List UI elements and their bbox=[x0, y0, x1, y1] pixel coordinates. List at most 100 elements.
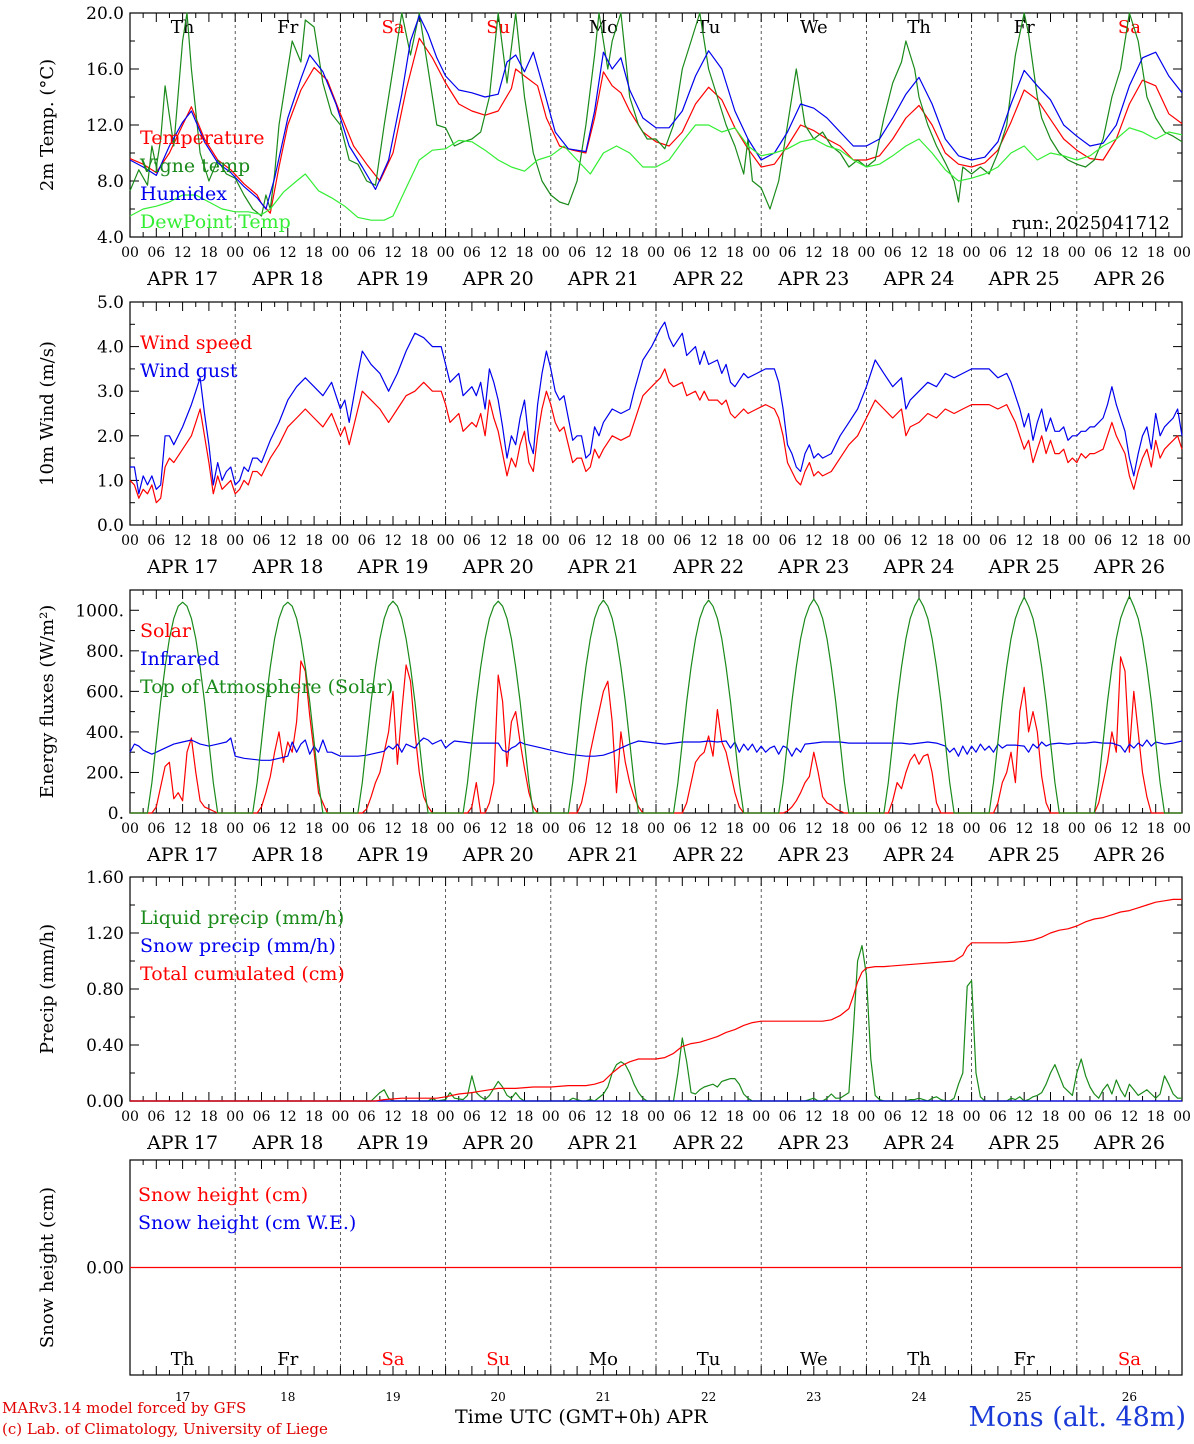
hour-tick-label: 00 bbox=[437, 1109, 455, 1125]
hour-tick-label: 18 bbox=[410, 821, 428, 837]
hour-tick-label: 06 bbox=[147, 1109, 165, 1125]
hour-tick-label: 06 bbox=[463, 821, 481, 837]
date-label: APR 21 bbox=[567, 1132, 639, 1154]
hour-tick-label: 00 bbox=[752, 821, 770, 837]
y-tick-label: 400. bbox=[86, 723, 124, 743]
date-label: APR 22 bbox=[672, 556, 744, 578]
run-label: run: 2025041712 bbox=[1012, 213, 1170, 234]
hour-tick-label: 18 bbox=[936, 821, 954, 837]
date-label: APR 18 bbox=[251, 1132, 323, 1154]
series-line-solar bbox=[130, 656, 1182, 814]
hour-tick-label: 18 bbox=[305, 821, 323, 837]
hour-tick-label: 06 bbox=[463, 1109, 481, 1125]
lab-credit: (c) Lab. of Climatology, University of L… bbox=[2, 1420, 328, 1438]
hour-tick-label: 18 bbox=[936, 245, 954, 261]
y-tick-label: 1000. bbox=[75, 601, 124, 621]
panel-3: 0. 200. 400. 600. 800. 1000. Energy fluxes (W/… bbox=[37, 589, 1191, 866]
hour-tick-label: 12 bbox=[279, 533, 297, 549]
hour-tick-label: 18 bbox=[305, 245, 323, 261]
hour-tick-label: 12 bbox=[910, 533, 928, 549]
panel-2: 0.0 1.0 2.0 3.0 4.0 5.0 10m Wind (m/s) 00 06 12 18… bbox=[37, 293, 1191, 578]
hour-tick-label: 00 bbox=[857, 533, 875, 549]
weekday-label: Th bbox=[171, 17, 195, 38]
hour-tick-label: 12 bbox=[910, 821, 928, 837]
weekday-label: Su bbox=[486, 17, 510, 38]
hour-tick-label: 00 bbox=[331, 1109, 349, 1125]
hour-tick-label: 00 bbox=[542, 821, 560, 837]
hour-tick-label: 18 bbox=[936, 1109, 954, 1125]
date-label: APR 25 bbox=[988, 1132, 1060, 1154]
hour-tick-label: 18 bbox=[516, 533, 534, 549]
hour-tick-label: 00 bbox=[1068, 245, 1086, 261]
y-tick-label: 200. bbox=[86, 763, 124, 783]
hour-tick-label: 18 bbox=[1147, 533, 1165, 549]
hour-tick-label: 18 bbox=[200, 533, 218, 549]
weekday-label: Th bbox=[907, 17, 931, 38]
hour-tick-label: 00 bbox=[752, 1109, 770, 1125]
y-tick-label: 16.0 bbox=[86, 60, 124, 80]
weekday-label: We bbox=[800, 17, 828, 38]
y-axis-label: 2m Temp. (°C) bbox=[37, 59, 58, 191]
hour-tick-label: 18 bbox=[200, 1109, 218, 1125]
hour-tick-label: 12 bbox=[489, 821, 507, 837]
hour-tick-label: 00 bbox=[437, 821, 455, 837]
hour-tick-label: 06 bbox=[673, 245, 691, 261]
hour-tick-label: 12 bbox=[1015, 1109, 1033, 1125]
hour-tick-label: 18 bbox=[1042, 1109, 1060, 1125]
date-label: APR 17 bbox=[146, 556, 218, 578]
weekday-label: Fr bbox=[1014, 17, 1035, 38]
hour-tick-label: 18 bbox=[726, 821, 744, 837]
hour-tick-label: 06 bbox=[147, 821, 165, 837]
weekday-label: Sa bbox=[381, 17, 404, 38]
hour-tick-label: 12 bbox=[1015, 821, 1033, 837]
weekday-label: Fr bbox=[277, 17, 298, 38]
date-label: APR 26 bbox=[1093, 1132, 1165, 1154]
weekday-label: Sa bbox=[381, 1349, 404, 1370]
date-label: APR 19 bbox=[356, 268, 428, 290]
hour-tick-label: 12 bbox=[1120, 821, 1138, 837]
day-number-label: 18 bbox=[280, 1390, 295, 1404]
date-label: APR 19 bbox=[356, 1132, 428, 1154]
hour-tick-label: 06 bbox=[1094, 1109, 1112, 1125]
hour-tick-label: 06 bbox=[1094, 821, 1112, 837]
hour-tick-label: 12 bbox=[384, 821, 402, 837]
hour-tick-label: 00 bbox=[1173, 245, 1191, 261]
hour-tick-label: 12 bbox=[489, 245, 507, 261]
date-label: APR 19 bbox=[356, 844, 428, 866]
hour-tick-label: 18 bbox=[200, 821, 218, 837]
hour-tick-label: 00 bbox=[963, 533, 981, 549]
hour-tick-label: 18 bbox=[1147, 821, 1165, 837]
hour-tick-label: 12 bbox=[700, 533, 718, 549]
hour-tick-label: 18 bbox=[831, 821, 849, 837]
y-tick-label: 800. bbox=[86, 642, 124, 662]
date-label: APR 23 bbox=[777, 844, 849, 866]
weekday-label: Th bbox=[907, 1349, 931, 1370]
date-label: APR 22 bbox=[672, 1132, 744, 1154]
date-label: APR 24 bbox=[882, 1132, 954, 1154]
y-tick-label: 1.20 bbox=[86, 924, 124, 944]
date-label: APR 20 bbox=[462, 1132, 534, 1154]
station-label: Mons (alt. 48m) bbox=[968, 1402, 1186, 1433]
hour-tick-label: 12 bbox=[594, 1109, 612, 1125]
hour-tick-label: 00 bbox=[1068, 821, 1086, 837]
hour-tick-label: 00 bbox=[121, 245, 139, 261]
date-label: APR 21 bbox=[567, 844, 639, 866]
weekday-label: Tu bbox=[697, 1349, 721, 1370]
hour-tick-label: 06 bbox=[463, 533, 481, 549]
x-axis-title: Time UTC (GMT+0h) APR bbox=[455, 1406, 708, 1428]
hour-tick-label: 06 bbox=[568, 245, 586, 261]
weekday-label: Fr bbox=[1014, 1349, 1035, 1370]
legend-entry: Wind speed bbox=[140, 332, 252, 354]
hour-tick-label: 12 bbox=[594, 533, 612, 549]
date-label: APR 24 bbox=[882, 268, 954, 290]
hour-tick-label: 06 bbox=[673, 533, 691, 549]
hour-tick-label: 06 bbox=[253, 821, 271, 837]
month-label: APR bbox=[666, 1406, 708, 1428]
hour-tick-label: 06 bbox=[673, 1109, 691, 1125]
series-line-infrared bbox=[129, 737, 1183, 761]
date-label: APR 25 bbox=[988, 268, 1060, 290]
hour-tick-label: 00 bbox=[963, 821, 981, 837]
day-number-label: 25 bbox=[1017, 1390, 1032, 1404]
legend-entry: Humidex bbox=[140, 183, 227, 205]
